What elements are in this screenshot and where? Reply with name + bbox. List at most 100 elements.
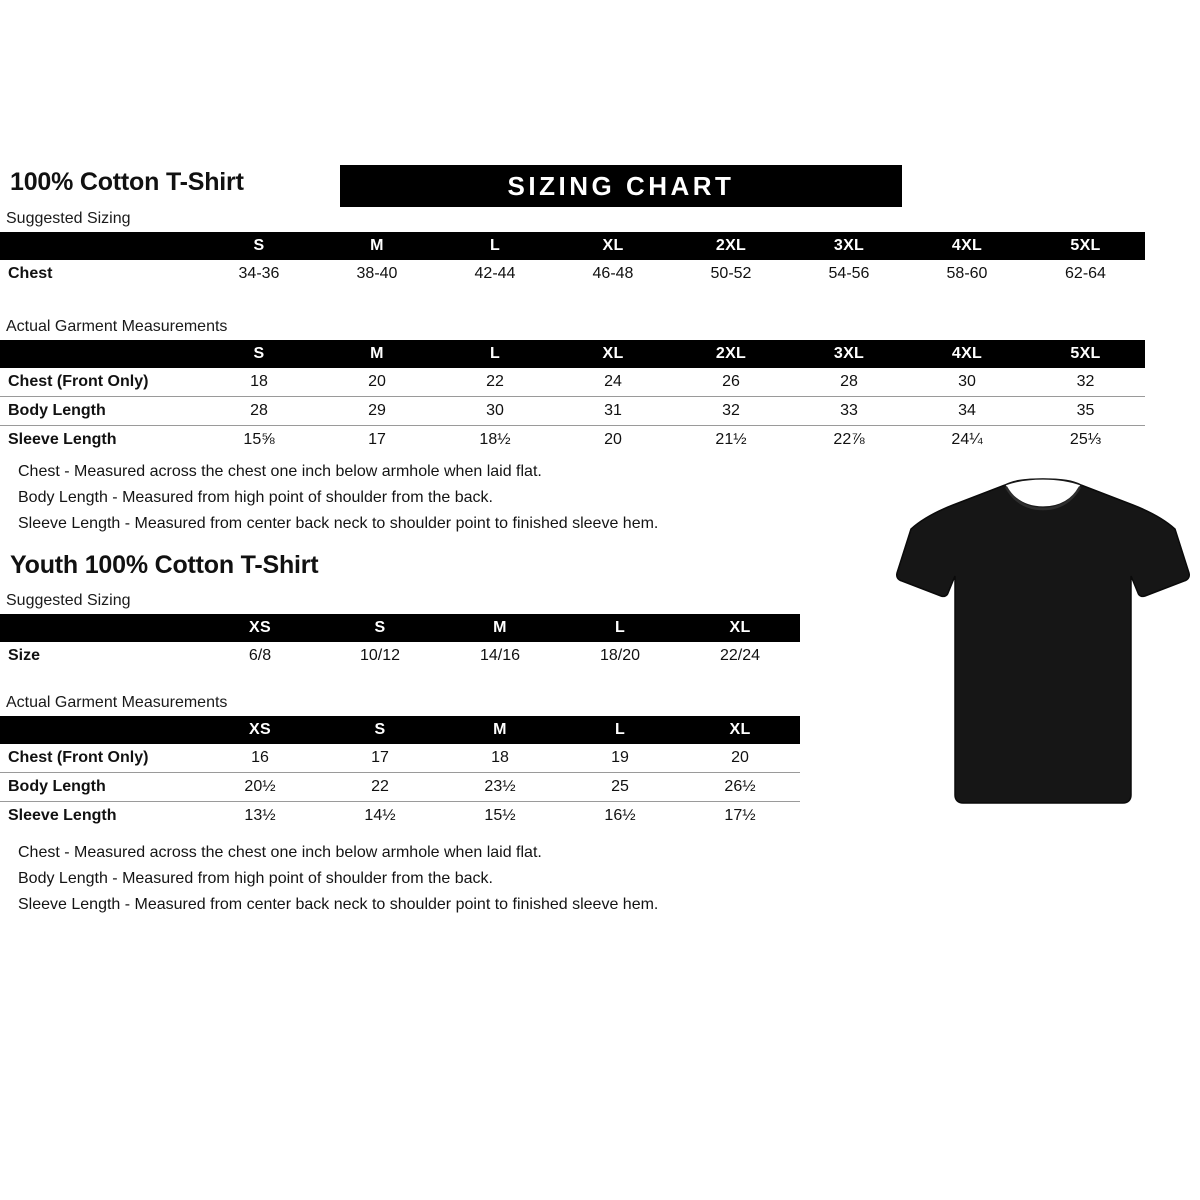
cell-value: 17½: [680, 801, 800, 830]
header-rowlabel: [0, 614, 200, 642]
youth-garment-measurements-table: XS S M L XL Chest (Front Only) 16 17 18 …: [0, 716, 800, 830]
header-size-2xl: 2XL: [715, 345, 747, 362]
cell-value: 18½: [436, 425, 554, 454]
cell-chest-l: 42-44: [474, 265, 516, 282]
adult-suggested-sizing-table: S M L XL 2XL 3XL 4XL 5XL Chest 34-36 38-…: [0, 232, 1145, 288]
adult-suggested-sizing-label: Suggested Sizing: [6, 210, 131, 227]
row-label-chest: Chest: [8, 265, 53, 282]
cell-value: 22: [320, 772, 440, 802]
header-rowlabel: [0, 716, 200, 744]
row-label-body-length: Body Length: [0, 396, 200, 426]
header-size-xs: XS: [249, 721, 271, 738]
adult-note-body-length: Body Length - Measured from high point o…: [18, 489, 493, 506]
header-size-s: S: [253, 345, 265, 362]
table-row: Chest 34-36 38-40 42-44 46-48 50-52 54-5…: [0, 260, 1145, 288]
cell-value: 29: [318, 396, 436, 426]
cell-value: 22: [486, 373, 504, 390]
header-size-3xl: 3XL: [833, 345, 865, 362]
cell-value: 23½: [440, 772, 560, 802]
cell-value: 25: [560, 772, 680, 802]
header-size-m: M: [370, 237, 384, 254]
black-tshirt-image: [896, 478, 1190, 804]
cell-value: 32: [1076, 373, 1095, 390]
cell-value: 34: [908, 396, 1026, 426]
youth-section-title: Youth 100% Cotton T-Shirt: [10, 551, 319, 579]
header-rowlabel: [0, 232, 200, 260]
youth-notes: Chest - Measured across the chest one in…: [18, 840, 658, 918]
tshirt-body-shape: [896, 478, 1190, 804]
header-size-xs: XS: [249, 619, 271, 636]
cell-value: 25⅓: [1026, 425, 1145, 454]
youth-suggested-sizing-table: XS S M L XL Size 6/8 10/12 14/16 18/20 2…: [0, 614, 800, 670]
cell-chest-3xl: 54-56: [828, 265, 870, 282]
cell-value: 20: [368, 373, 386, 390]
header-size-xl: XL: [729, 619, 751, 636]
table-header-row: S M L XL 2XL 3XL 4XL 5XL: [0, 232, 1145, 260]
table-header-row: S M L XL 2XL 3XL 4XL 5XL: [0, 340, 1145, 368]
adult-note-sleeve-length: Sleeve Length - Measured from center bac…: [18, 515, 659, 532]
header-size-2xl: 2XL: [715, 237, 747, 254]
cell-chest-2xl: 50-52: [710, 265, 752, 282]
header-size-l: L: [489, 237, 501, 254]
cell-value: 21½: [672, 425, 790, 454]
cell-size-m: 14/16: [479, 647, 521, 664]
cell-value: 30: [436, 396, 554, 426]
adult-measurements-label: Actual Garment Measurements: [6, 318, 228, 335]
adult-garment-measurements-table: S M L XL 2XL 3XL 4XL 5XL Chest (Front On…: [0, 340, 1145, 454]
youth-note-sleeve-length: Sleeve Length - Measured from center bac…: [18, 896, 659, 913]
header-size-l: L: [489, 345, 501, 362]
youth-measurements-label: Actual Garment Measurements: [6, 694, 228, 711]
sizing-chart-banner: SIZING CHART: [340, 165, 902, 207]
tshirt-collar: [1004, 478, 1082, 508]
cell-value: 24¼: [908, 425, 1026, 454]
youth-note-chest: Chest - Measured across the chest one in…: [18, 844, 542, 861]
row-label-sleeve-length: Sleeve Length: [0, 801, 200, 830]
row-label-size: Size: [8, 647, 41, 664]
row-label-chest-front-only: Chest (Front Only): [8, 373, 149, 390]
row-label-body-length: Body Length: [0, 772, 200, 802]
table-row: Sleeve Length 13½ 14½ 15½ 16½ 17½: [0, 801, 800, 830]
header-rowlabel: [0, 340, 200, 368]
cell-value: 20: [554, 425, 672, 454]
cell-size-l: 18/20: [599, 647, 641, 664]
header-size-3xl: 3XL: [833, 237, 865, 254]
cell-value: 31: [554, 396, 672, 426]
header-size-m: M: [493, 619, 507, 636]
cell-value: 28: [840, 373, 858, 390]
header-size-xl: XL: [602, 345, 624, 362]
header-size-4xl: 4XL: [951, 237, 983, 254]
table-header-row: XS S M L XL: [0, 614, 800, 642]
header-size-m: M: [493, 721, 507, 738]
cell-value: 20: [731, 749, 749, 766]
youth-suggested-sizing-label: Suggested Sizing: [6, 592, 131, 609]
table-row: Chest (Front Only) 16 17 18 19 20: [0, 744, 800, 773]
cell-value: 18: [250, 373, 268, 390]
cell-value: 17: [371, 749, 389, 766]
header-size-4xl: 4XL: [951, 345, 983, 362]
header-size-xl: XL: [729, 721, 751, 738]
header-size-5xl: 5XL: [1070, 345, 1101, 362]
cell-size-xs: 6/8: [248, 647, 272, 664]
header-size-s: S: [253, 237, 265, 254]
cell-size-xl: 22/24: [719, 647, 761, 664]
cell-value: 35: [1026, 396, 1145, 426]
cell-chest-m: 38-40: [356, 265, 398, 282]
cell-value: 32: [672, 396, 790, 426]
cell-value: 28: [200, 396, 318, 426]
header-size-l: L: [614, 619, 626, 636]
cell-value: 20½: [200, 772, 320, 802]
youth-note-body-length: Body Length - Measured from high point o…: [18, 870, 493, 887]
cell-value: 22⅞: [790, 425, 908, 454]
adult-notes: Chest - Measured across the chest one in…: [18, 459, 658, 537]
table-row: Body Length 28 29 30 31 32 33 34 35: [0, 396, 1145, 426]
header-size-s: S: [374, 721, 386, 738]
table-row: Sleeve Length 15⅝ 17 18½ 20 21½ 22⅞ 24¼ …: [0, 425, 1145, 454]
cell-value: 33: [790, 396, 908, 426]
cell-size-s: 10/12: [359, 647, 401, 664]
cell-value: 24: [604, 373, 622, 390]
cell-chest-s: 34-36: [238, 265, 280, 282]
sizing-chart-banner-label: SIZING CHART: [507, 170, 735, 201]
cell-value: 15⅝: [200, 425, 318, 454]
tshirt-neckline-seam: [1004, 486, 1082, 511]
header-size-l: L: [614, 721, 626, 738]
